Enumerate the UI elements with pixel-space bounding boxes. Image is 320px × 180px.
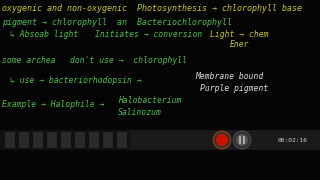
Bar	[61, 132, 71, 148]
Bar	[47, 132, 57, 148]
Bar	[117, 132, 127, 148]
Text: Light → chem: Light → chem	[210, 30, 268, 39]
Text: Purple pigment: Purple pigment	[200, 84, 268, 93]
Bar	[243, 136, 245, 144]
Text: pigment → chlorophyll  an  Bacteriochlorophyll: pigment → chlorophyll an Bacteriochlorop…	[2, 18, 232, 27]
Circle shape	[233, 131, 251, 149]
Text: Salinozum: Salinozum	[118, 108, 162, 117]
Text: Ener: Ener	[230, 40, 250, 49]
Bar	[239, 136, 241, 144]
Bar	[103, 132, 113, 148]
Text: 00:02:16: 00:02:16	[278, 138, 308, 143]
Text: don't use →  chlorophyll: don't use → chlorophyll	[70, 56, 187, 65]
Bar	[0, 130, 320, 150]
Text: Membrane bound: Membrane bound	[195, 72, 263, 81]
Bar	[33, 132, 43, 148]
Circle shape	[213, 131, 231, 149]
Bar	[19, 132, 29, 148]
Bar	[5, 132, 15, 148]
Text: some archea: some archea	[2, 56, 56, 65]
Bar	[75, 132, 85, 148]
Circle shape	[236, 134, 248, 146]
Bar	[89, 132, 99, 148]
Text: Example → Halophile →: Example → Halophile →	[2, 100, 104, 109]
Text: Halobacterium: Halobacterium	[118, 96, 181, 105]
Bar	[0, 130, 130, 150]
Text: ↳ use → bacteriorhodopsin →: ↳ use → bacteriorhodopsin →	[10, 76, 142, 85]
Text: ↳ Absoab light: ↳ Absoab light	[10, 30, 78, 39]
Circle shape	[216, 134, 228, 146]
Text: Initiates → conversion: Initiates → conversion	[95, 30, 202, 39]
Text: oxygenic and non-oxygenic  Photosynthesis → chlorophyll base: oxygenic and non-oxygenic Photosynthesis…	[2, 4, 302, 13]
